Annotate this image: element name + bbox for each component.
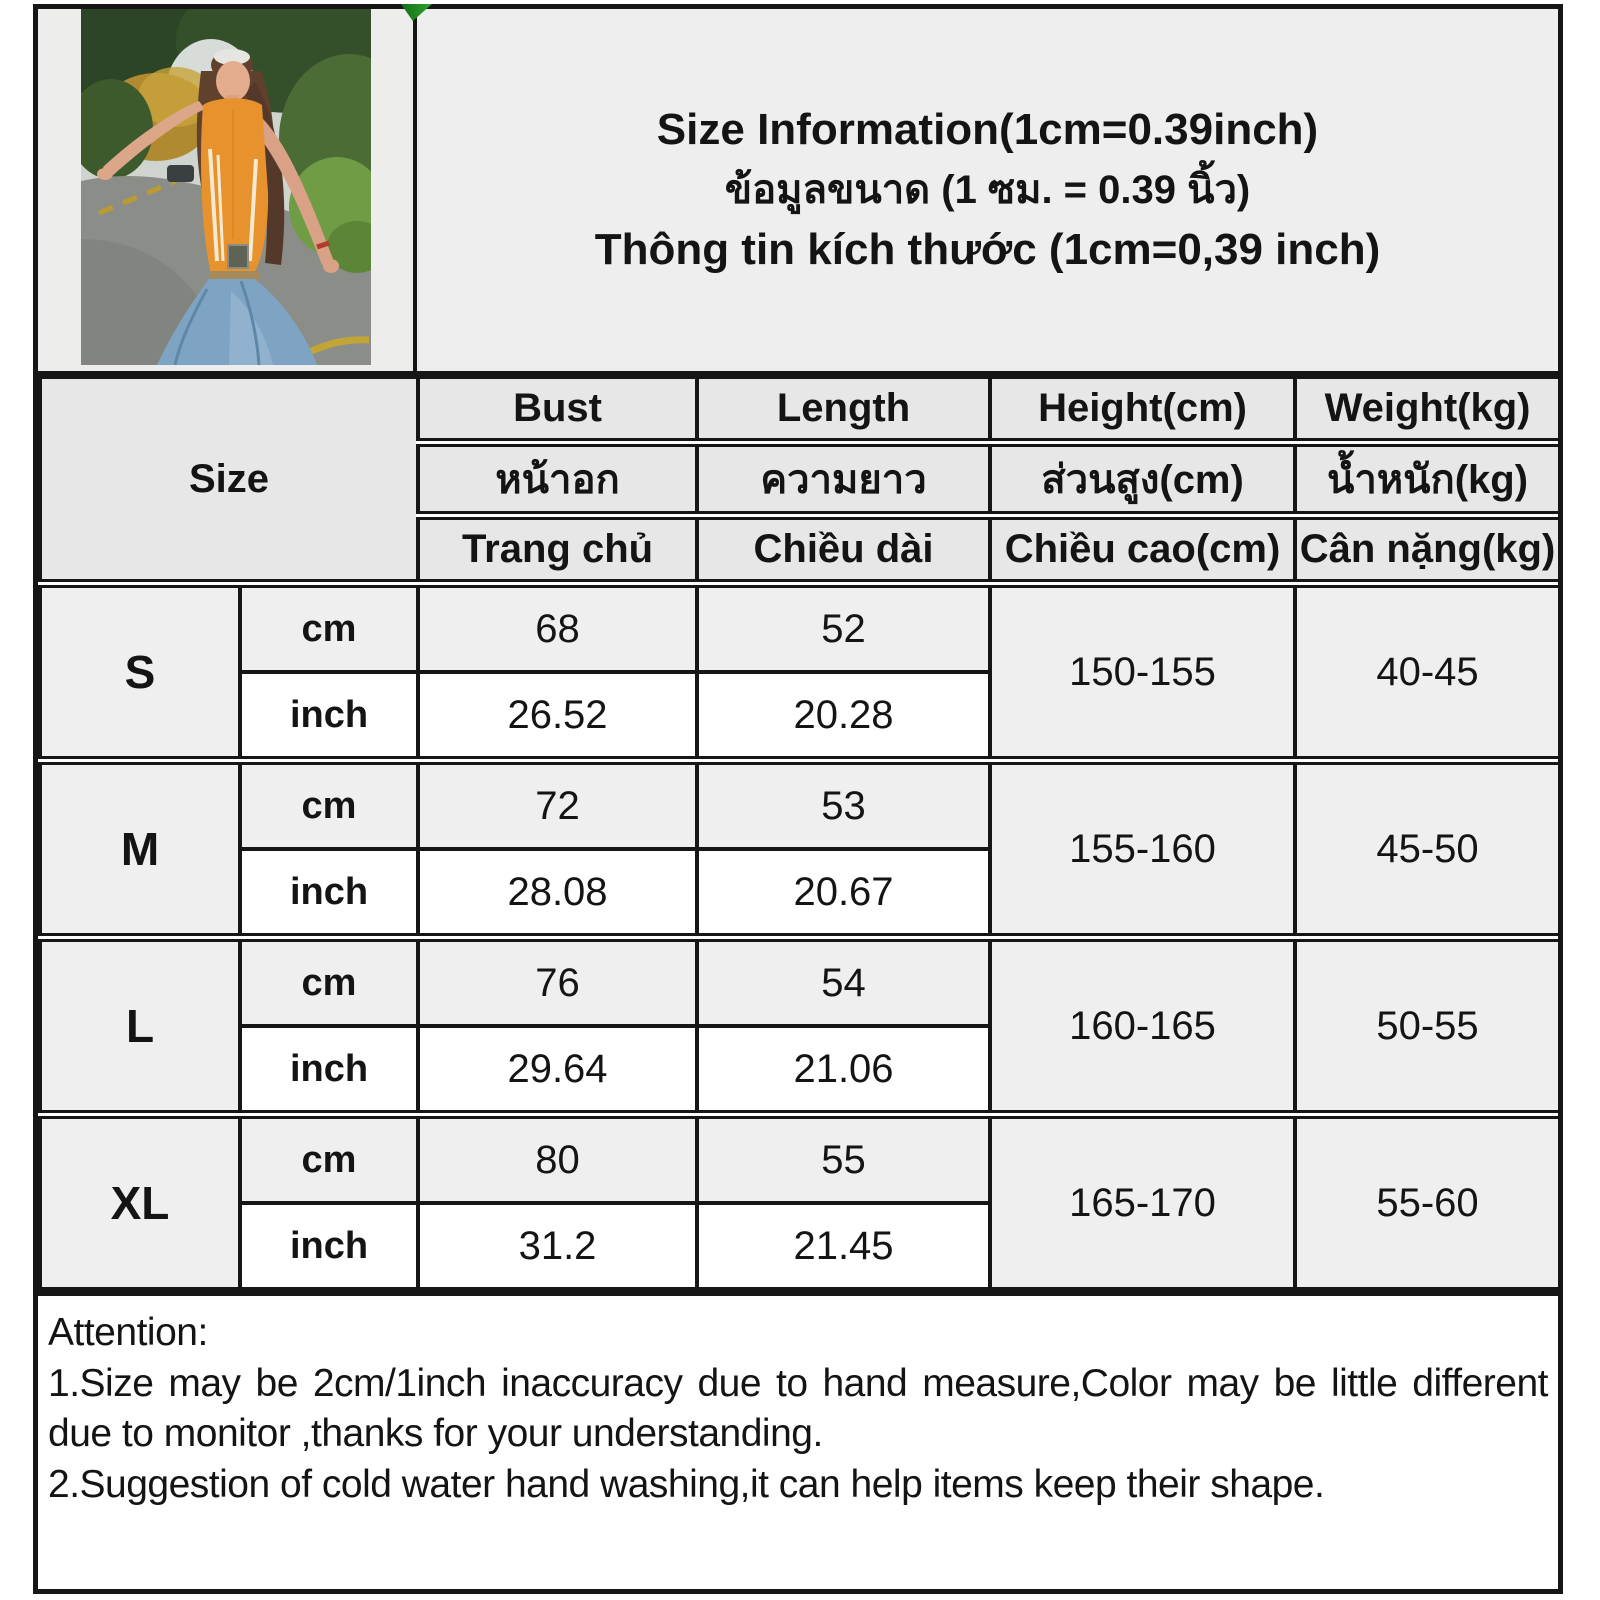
xl-bust-inch: 31.2: [416, 1201, 700, 1291]
attention-note-1: 1.Size may be 2cm/1inch inaccuracy due t…: [48, 1361, 1549, 1456]
size-m: M: [38, 756, 242, 940]
model-photo: [80, 9, 371, 365]
xl-length-inch: 21.45: [695, 1201, 993, 1291]
m-length-cm: 53: [695, 756, 993, 851]
col-weight-vi: Cân nặng(kg): [1293, 511, 1563, 586]
table-row: inch 31.2 21.45: [40, 1201, 1560, 1291]
size-header-cell: Size: [37, 375, 421, 586]
xl-length-cm: 55: [695, 1110, 993, 1205]
table-row: L cm 76 54 160-165 50-55: [38, 933, 1563, 1117]
l-bust-inch: 29.64: [416, 1024, 700, 1117]
size-l: L: [38, 933, 242, 1117]
unit-cm: cm: [237, 1110, 421, 1205]
col-length-th: ความยาว: [695, 438, 993, 518]
unit-inch: inch: [237, 1201, 421, 1291]
model-photo-cell: [38, 9, 417, 371]
unit-cm: cm: [237, 579, 421, 674]
xl-bust-cm: 80: [416, 1110, 700, 1205]
title-th: ข้อมูลขนาด (1 ซม. = 0.39 นิ้ว): [724, 168, 1251, 212]
title-en: Size Information(1cm=0.39inch): [656, 104, 1319, 154]
s-length-inch: 20.28: [695, 670, 993, 763]
size-s: S: [38, 579, 242, 763]
m-weight: 45-50: [1293, 756, 1563, 940]
l-length-cm: 54: [695, 933, 993, 1028]
unit-cm: cm: [237, 756, 421, 851]
table-row: inch 29.64 21.06: [40, 1024, 1560, 1117]
size-xl: XL: [38, 1110, 242, 1291]
s-weight: 40-45: [1293, 579, 1563, 763]
top-row: Size Information(1cm=0.39inch) ข้อมูลขนา…: [38, 9, 1558, 375]
attention-section: Attention: 1.Size may be 2cm/1inch inacc…: [38, 1291, 1558, 1511]
unit-inch: inch: [237, 670, 421, 763]
s-height: 150-155: [988, 579, 1298, 763]
table-row: inch 26.52 20.28: [40, 670, 1560, 763]
m-bust-cm: 72: [416, 756, 700, 851]
m-length-inch: 20.67: [695, 847, 993, 940]
xl-height: 165-170: [988, 1110, 1298, 1291]
col-bust-en: Bust: [416, 375, 700, 445]
title-block: Size Information(1cm=0.39inch) ข้อมูลขนา…: [417, 9, 1558, 371]
unit-inch: inch: [237, 1024, 421, 1117]
col-length-vi: Chiều dài: [695, 511, 993, 586]
xl-weight: 55-60: [1293, 1110, 1563, 1291]
size-chart-sheet: Size Information(1cm=0.39inch) ข้อมูลขนา…: [33, 4, 1563, 1594]
title-vi: Thông tin kích thước (1cm=0,39 inch): [594, 225, 1381, 274]
size-table: Size Bust Length Height(cm) Weight(kg) ห…: [37, 375, 1563, 1291]
unit-inch: inch: [237, 847, 421, 940]
l-height: 160-165: [988, 933, 1298, 1117]
col-bust-vi: Trang chủ: [416, 511, 700, 586]
col-bust-th: หน้าอก: [416, 438, 700, 518]
col-height-vi: Chiều cao(cm): [988, 511, 1298, 586]
l-weight: 50-55: [1293, 933, 1563, 1117]
table-row: inch 28.08 20.67: [40, 847, 1560, 940]
l-bust-cm: 76: [416, 933, 700, 1028]
s-bust-cm: 68: [416, 579, 700, 674]
col-height-en: Height(cm): [988, 375, 1298, 445]
s-bust-inch: 26.52: [416, 670, 700, 763]
col-weight-en: Weight(kg): [1293, 375, 1563, 445]
col-weight-th: น้ำหนัก(kg): [1293, 438, 1563, 518]
l-length-inch: 21.06: [695, 1024, 993, 1117]
table-row: XL cm 80 55 165-170 55-60: [38, 1110, 1563, 1291]
attention-note-2: 2.Suggestion of cold water hand washing,…: [48, 1463, 1325, 1507]
col-height-th: ส่วนสูง(cm): [988, 438, 1298, 518]
s-length-cm: 52: [695, 579, 993, 674]
col-length-en: Length: [695, 375, 993, 445]
attention-heading: Attention:: [48, 1311, 208, 1354]
m-bust-inch: 28.08: [416, 847, 700, 940]
unit-cm: cm: [237, 933, 421, 1028]
table-row: M cm 72 53 155-160 45-50: [38, 756, 1563, 940]
table-row: S cm 68 52 150-155 40-45: [38, 579, 1563, 763]
m-height: 155-160: [988, 756, 1298, 940]
